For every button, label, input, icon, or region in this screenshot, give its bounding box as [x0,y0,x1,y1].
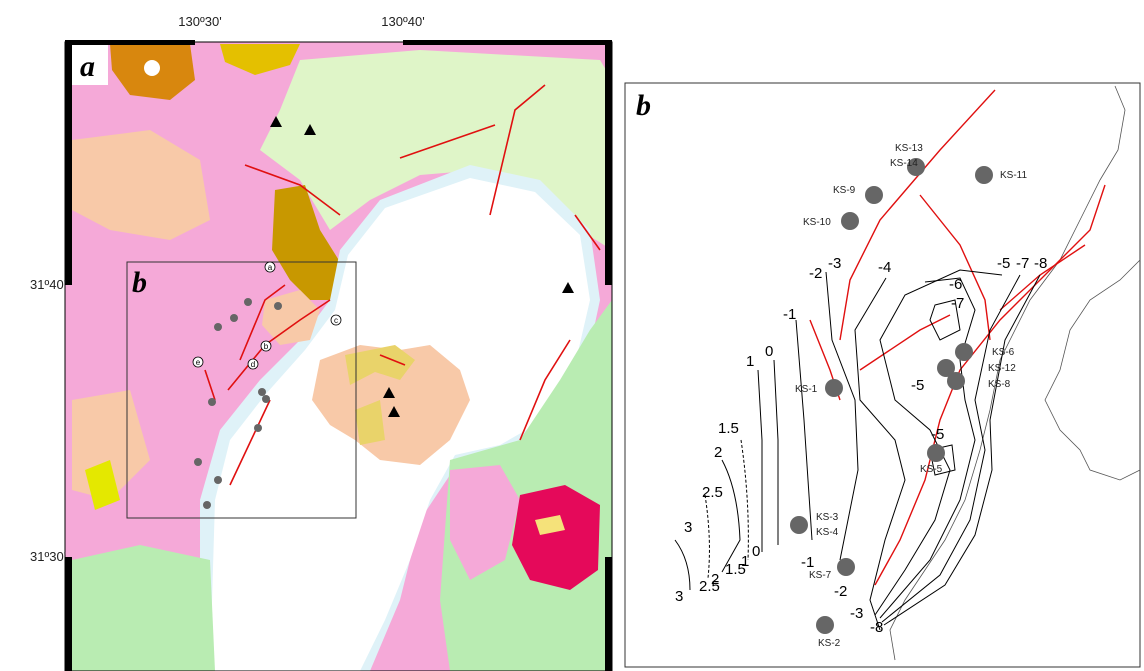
map-a: a b 130º30' 130º40' 31º40' 31º30' a b c d e [30,14,612,671]
contour-label: 3 [675,588,683,605]
contour-label: -7 [951,295,964,312]
contour-label: -3 [828,255,841,272]
contour-label: 1 [746,353,754,370]
contour-label: -6 [949,276,962,293]
longitude-label: 130º40' [381,14,424,29]
contour-label: -8 [870,619,883,636]
latitude-label: 31º30' [30,549,66,564]
well-label: KS-11 [1000,170,1027,181]
green-unit [72,545,215,671]
well-label: KS-5 [920,464,943,475]
well-marker [825,379,843,397]
contour-label: -7 [1016,255,1029,272]
contour-label: -2 [809,265,822,282]
contour-label: -5 [911,377,924,394]
well-label: KS-3 [816,512,839,523]
contour-label: 1.5 [718,420,739,437]
crater [144,60,160,76]
panel-label: a [80,50,95,83]
contour-label: 2 [714,444,722,461]
latitude-label: 31º40' [30,277,66,292]
well-label: KS-4 [816,527,839,538]
well-marker [927,444,945,462]
frame-bar [605,557,612,671]
site-label: d [251,360,255,369]
contour-label: 3 [684,519,692,536]
frame-bar [65,40,72,285]
contour-label: -8 [1034,255,1047,272]
well-label: KS-7 [809,570,832,581]
site-label: a [268,263,273,272]
well-marker [841,212,859,230]
well-label: KS-10 [803,217,831,228]
well-label: KS-12 [988,363,1016,374]
well-label: KS-1 [795,384,818,395]
well-label: KS-9 [833,185,856,196]
inset-label: b [132,266,147,299]
site-label: e [196,358,201,367]
well-label: KS-2 [818,638,841,649]
panel-label: b [636,89,651,122]
well-label: KS-6 [992,347,1015,358]
contour-label: -1 [801,554,814,571]
contour-label: -5 [997,255,1010,272]
well-marker [975,166,993,184]
well-marker [837,558,855,576]
well-marker [816,616,834,634]
contour-label: -4 [878,259,891,276]
longitude-label: 130º30' [178,14,221,29]
contour-label: -1 [783,306,796,323]
contour-label: -2 [834,583,847,600]
contour-label: 1 [741,553,749,570]
figure: a b 130º30' 130º40' 31º40' 31º30' abcde … [0,0,1144,671]
map-b: b [625,83,1140,667]
well-label: KS-13 [895,143,923,154]
site-label: c [334,316,338,325]
frame-bar [403,40,612,45]
well-label: KS-8 [988,379,1011,390]
well-marker [790,516,808,534]
frame-bar [605,40,612,285]
contour-label: 2.5 [702,484,723,501]
contour-label: 2 [711,571,719,588]
contour-label: 0 [752,543,760,560]
well-marker [947,372,965,390]
well-label: KS-14 [890,158,918,169]
contour-label: -3 [850,605,863,622]
frame-bar [65,557,72,671]
contour-label: 0 [765,343,773,360]
frame-bar [65,40,195,45]
well-marker [865,186,883,204]
well-marker [955,343,973,361]
site-label: b [264,342,269,351]
contour-label: -5 [931,426,944,443]
